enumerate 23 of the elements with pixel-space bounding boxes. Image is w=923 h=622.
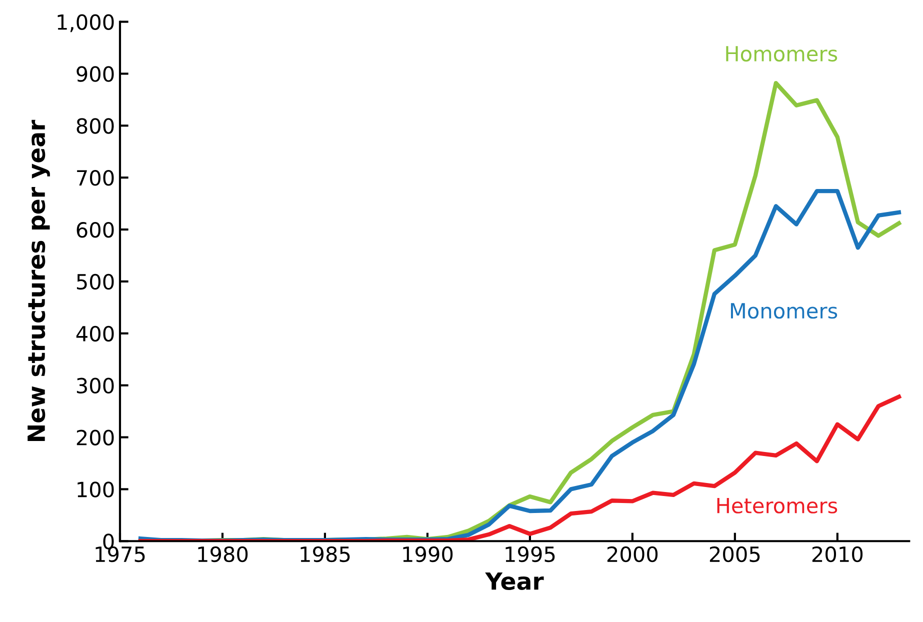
x-tick-label: 1985 [300, 546, 350, 562]
series-label: Monomers [730, 303, 838, 319]
y-tick-label: 200 [76, 430, 114, 446]
y-tick-label: 600 [76, 222, 114, 238]
y-axis-title: New structures per year [28, 120, 50, 441]
series-label: Heteromers [717, 498, 838, 514]
y-tick-label: 900 [76, 66, 114, 82]
x-tick-label: 1990 [403, 546, 453, 562]
x-tick-label: 1980 [198, 546, 248, 562]
line-series [138, 394, 901, 542]
x-tick-label: 2010 [812, 546, 863, 562]
y-tick-label: 100 [78, 482, 114, 498]
x-axis-title: Year [485, 572, 544, 590]
y-tick-label: 300 [76, 378, 114, 394]
y-tick-label: 500 [76, 274, 114, 290]
y-tick-label: 700 [77, 170, 114, 186]
series-label: Homomers [726, 46, 838, 62]
y-tick-label: 1,000 [58, 14, 114, 32]
y-tick-label: 800 [76, 118, 114, 134]
y-tick-label: 400 [76, 326, 114, 342]
x-tick-label: 2000 [607, 546, 658, 562]
x-tick-label: 1995 [506, 546, 555, 562]
x-tick-label: 2005 [710, 546, 760, 562]
